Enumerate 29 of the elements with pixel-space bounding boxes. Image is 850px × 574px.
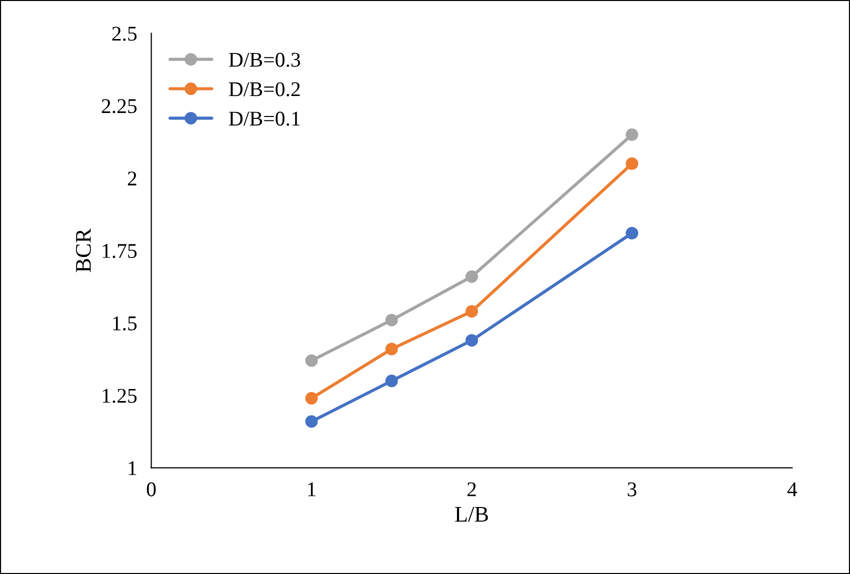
point [466, 305, 478, 318]
point [305, 392, 318, 405]
legend-label: D/B=0.1 [228, 112, 300, 126]
x-tick-label: 2 [467, 482, 476, 496]
y-tick-label: 1 [128, 461, 136, 476]
x-tick-label: 0 [146, 482, 156, 496]
point [626, 226, 638, 240]
point [466, 270, 478, 283]
y-tick-label: 1.5 [113, 316, 137, 330]
y-axis-title: BCR [76, 228, 91, 272]
point [305, 415, 318, 428]
point [305, 354, 318, 367]
y-tick-label: 2.25 [102, 99, 137, 114]
point [626, 157, 638, 170]
y-tick-label: 2.5 [112, 26, 137, 41]
point [385, 342, 398, 356]
x-tick-label: 3 [628, 482, 636, 496]
legend-label: D/B=0.2 [228, 82, 300, 96]
x-axis-title: L/B [455, 506, 488, 522]
y-tick-label: 2 [128, 172, 136, 186]
point [626, 128, 638, 141]
y-tick-label: 1.75 [102, 244, 137, 258]
x-tick-label: 4 [787, 482, 798, 496]
point [385, 314, 398, 326]
point [466, 334, 478, 347]
x-tick-label: 1 [308, 482, 316, 496]
legend-label: D/B=0.3 [228, 52, 300, 67]
y-tick-label: 1.25 [102, 388, 137, 403]
point [385, 374, 398, 388]
